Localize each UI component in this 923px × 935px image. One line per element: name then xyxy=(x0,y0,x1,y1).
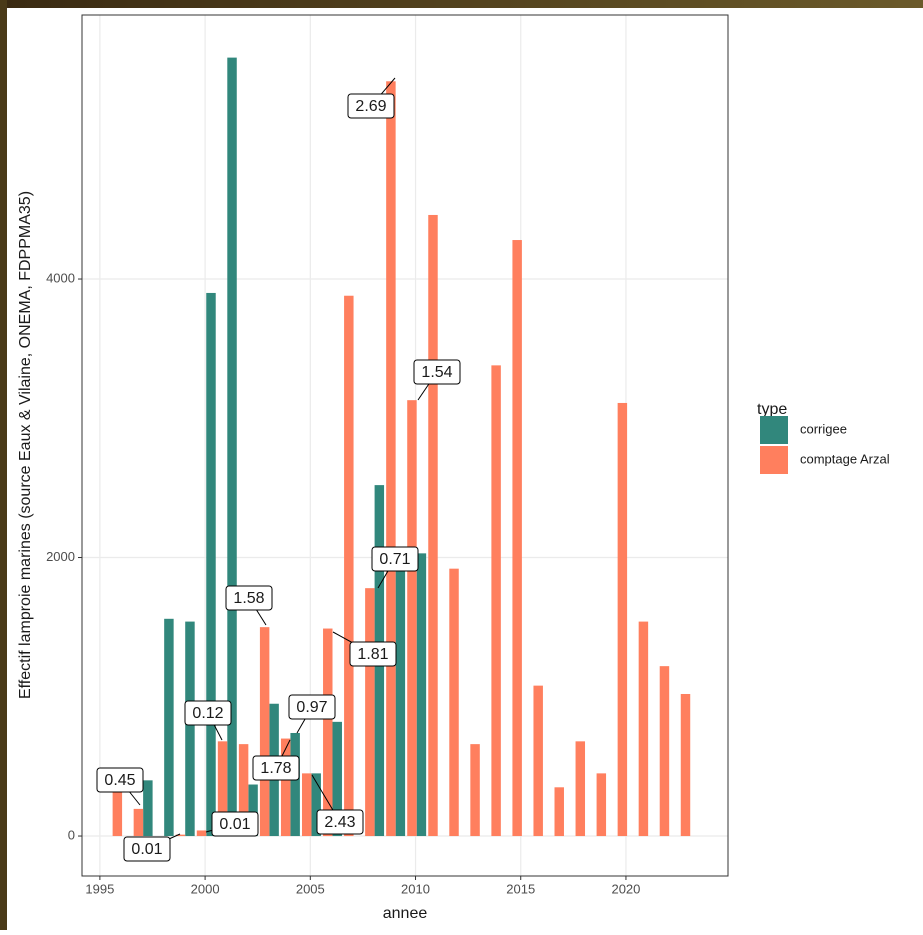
legend-swatch xyxy=(760,416,788,444)
bar xyxy=(407,400,417,837)
x-tick-label: 2015 xyxy=(506,881,535,896)
bar xyxy=(112,790,123,837)
x-tick-label: 2000 xyxy=(191,881,220,896)
bar xyxy=(259,627,270,837)
label-box xyxy=(413,359,461,385)
label-box xyxy=(211,811,259,837)
bar xyxy=(290,732,300,837)
label-box xyxy=(252,755,300,781)
bar xyxy=(175,834,186,837)
value-label: 0.12 xyxy=(192,705,223,722)
bar xyxy=(164,618,174,837)
value-label: 0.45 xyxy=(104,772,135,789)
bar xyxy=(248,784,258,837)
x-tick-label: 2020 xyxy=(611,881,640,896)
label-box xyxy=(349,641,397,667)
value-label: 1.78 xyxy=(260,760,291,777)
bar xyxy=(638,621,649,837)
bar xyxy=(238,744,249,837)
bar xyxy=(449,568,459,837)
panel-border xyxy=(81,14,729,877)
bar xyxy=(470,744,480,837)
label-box xyxy=(123,836,171,862)
legend-label: comptage Arzal xyxy=(800,451,890,466)
value-label: 1.81 xyxy=(357,646,388,663)
y-tick-label: 4000 xyxy=(46,270,75,285)
label-box xyxy=(316,809,364,835)
bar xyxy=(133,808,144,837)
bar xyxy=(428,214,438,837)
bar xyxy=(206,292,216,837)
bar xyxy=(659,666,670,837)
bar xyxy=(365,588,375,837)
legend-label: corrigee xyxy=(800,421,847,436)
value-label: 2.69 xyxy=(355,98,386,115)
bar xyxy=(617,402,628,837)
bar xyxy=(554,787,564,837)
annotations: 0.45 0.01 0.12 0.01 1.58 1.78 0.97 2.43 1.81 0.71… xyxy=(96,77,461,862)
bar xyxy=(143,780,153,837)
value-label: 1.58 xyxy=(233,590,264,607)
bar xyxy=(332,721,342,837)
label-box xyxy=(347,93,395,119)
bar xyxy=(344,295,354,837)
label-box xyxy=(225,585,273,611)
label-box xyxy=(184,700,232,726)
y-axis-title: Effectif lamproie marines (source Eaux &… xyxy=(17,191,34,699)
y-tick-label: 2000 xyxy=(46,549,75,564)
bar xyxy=(491,365,501,837)
legend-title: type xyxy=(757,401,787,418)
value-label: 0.71 xyxy=(379,551,410,568)
x-tick-label: 1995 xyxy=(85,881,114,896)
value-label: 1.54 xyxy=(421,364,452,381)
bar xyxy=(217,741,228,837)
legend: corrigee comptage Arzal xyxy=(760,416,890,474)
value-label: 0.97 xyxy=(296,699,327,716)
bar xyxy=(680,693,691,837)
bar xyxy=(301,773,312,837)
value-label: 2.43 xyxy=(324,814,355,831)
y-tick-label: 0 xyxy=(68,827,75,842)
label-box xyxy=(371,546,419,572)
bar xyxy=(280,738,291,837)
bar xyxy=(323,628,333,837)
marks xyxy=(112,57,691,837)
x-axis-title: annee xyxy=(383,905,428,922)
label-box xyxy=(288,694,336,720)
backdrop-top xyxy=(0,0,923,8)
backdrop-left xyxy=(0,0,7,930)
x-tick-label: 2010 xyxy=(401,881,430,896)
bar xyxy=(395,553,406,837)
bar xyxy=(596,773,607,837)
value-label: 0.01 xyxy=(131,841,162,858)
bar xyxy=(416,553,427,837)
bar xyxy=(575,741,586,837)
value-label: 0.01 xyxy=(219,816,250,833)
label-box xyxy=(96,767,144,793)
bar xyxy=(185,621,195,837)
x-tick-label: 2005 xyxy=(296,881,325,896)
bar xyxy=(311,773,321,837)
legend-swatch xyxy=(760,446,788,474)
bar xyxy=(196,830,207,837)
bar xyxy=(386,81,396,837)
bar xyxy=(533,685,543,837)
bar xyxy=(512,240,522,837)
bar xyxy=(227,57,237,837)
